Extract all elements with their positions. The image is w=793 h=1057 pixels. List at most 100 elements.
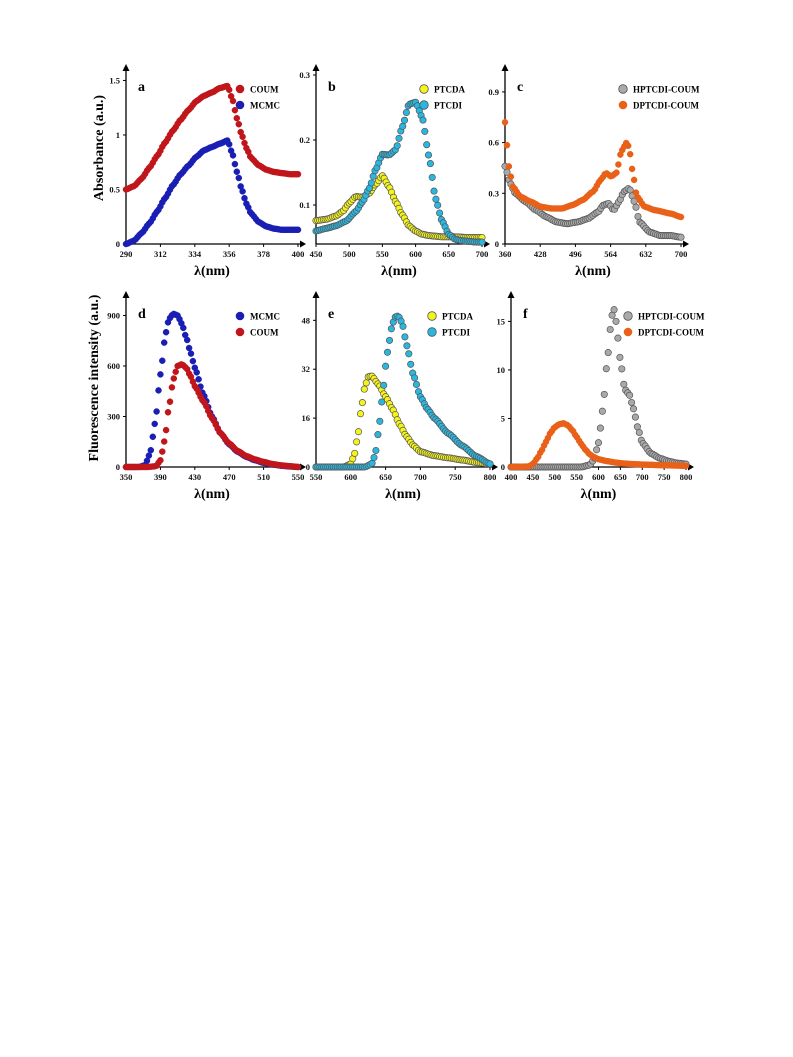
chart-panel-c: 360 428 496 564 632 700 0 0.3 0.6 0.9 λ(nm) c HPTCDI… bbox=[488, 64, 700, 279]
data-point bbox=[149, 433, 157, 441]
legend-label: MCMC bbox=[250, 101, 280, 111]
data-point bbox=[395, 134, 403, 142]
data-point bbox=[372, 446, 380, 455]
data-point bbox=[630, 176, 638, 184]
data-point bbox=[387, 325, 395, 333]
data-point bbox=[507, 173, 515, 180]
data-point bbox=[618, 365, 626, 373]
legend-marker bbox=[235, 311, 245, 321]
data-point bbox=[235, 174, 243, 182]
data-point bbox=[239, 188, 246, 195]
data-point bbox=[368, 459, 376, 467]
x-axis-label: λ(nm) bbox=[575, 264, 611, 279]
data-point bbox=[632, 203, 640, 211]
data-point bbox=[393, 142, 401, 150]
data-point bbox=[294, 170, 302, 178]
legend-marker bbox=[235, 100, 245, 110]
x-tick-label: 700 bbox=[636, 472, 649, 482]
data-point bbox=[231, 106, 239, 114]
data-point bbox=[596, 424, 604, 432]
x-tick-label: 550 bbox=[376, 249, 389, 259]
data-point bbox=[229, 97, 237, 105]
x-tick-label: 700 bbox=[414, 472, 427, 482]
data-point bbox=[411, 374, 419, 382]
data-point bbox=[629, 405, 638, 413]
data-point bbox=[193, 369, 200, 376]
x-axis-arrow bbox=[688, 463, 694, 471]
data-point bbox=[166, 398, 174, 405]
data-point bbox=[594, 439, 603, 447]
x-tick-label: 312 bbox=[154, 249, 167, 259]
y-tick-label: 0 bbox=[306, 462, 310, 472]
data-point bbox=[626, 186, 634, 194]
data-point bbox=[189, 357, 197, 365]
panel-label: a bbox=[138, 80, 145, 95]
data-point bbox=[195, 376, 202, 383]
legend-marker bbox=[235, 84, 245, 94]
data-point bbox=[613, 169, 620, 176]
y-tick-label: 0.9 bbox=[488, 87, 499, 97]
chart-panel-a: 290 312 334 356 378 400 0 0.5 1 1.5 λ(nm) a COUM MCMC bbox=[109, 64, 306, 279]
x-tick-label: 500 bbox=[343, 249, 356, 259]
legend-label: PTCDI bbox=[434, 101, 462, 111]
x-tick-label: 600 bbox=[409, 249, 422, 259]
data-point bbox=[378, 398, 386, 406]
y-tick-label: 0 bbox=[495, 239, 499, 249]
x-axis-label: λ(nm) bbox=[385, 487, 421, 502]
data-point bbox=[612, 317, 620, 325]
data-point bbox=[436, 209, 444, 217]
data-point bbox=[424, 151, 433, 159]
legend-label: COUM bbox=[250, 328, 279, 338]
y-axis-arrow bbox=[312, 64, 320, 71]
data-point bbox=[604, 349, 612, 357]
data-point bbox=[602, 365, 610, 373]
data-point bbox=[426, 160, 434, 168]
data-point bbox=[356, 410, 365, 418]
data-point bbox=[400, 116, 409, 124]
legend-label: COUM bbox=[250, 85, 279, 95]
data-point bbox=[162, 328, 170, 336]
legend-marker bbox=[419, 100, 429, 110]
y-tick-label: 0.3 bbox=[488, 188, 499, 198]
y-axis-arrow bbox=[507, 291, 515, 298]
data-point bbox=[628, 398, 636, 407]
x-tick-label: 430 bbox=[188, 472, 201, 482]
data-point bbox=[610, 306, 618, 314]
panel-label: c bbox=[517, 80, 523, 95]
x-tick-label: 550 bbox=[570, 472, 583, 482]
data-point bbox=[614, 334, 622, 342]
x-tick-label: 500 bbox=[548, 472, 561, 482]
x-tick-label: 700 bbox=[476, 249, 489, 259]
data-point bbox=[241, 194, 248, 202]
data-point bbox=[616, 353, 624, 361]
series-PTCDI bbox=[312, 312, 494, 471]
x-tick-label: 428 bbox=[534, 249, 547, 259]
data-point bbox=[151, 420, 158, 428]
x-tick-label: 356 bbox=[223, 249, 236, 259]
x-tick-label: 400 bbox=[505, 472, 518, 482]
y-axis-arrow bbox=[312, 291, 320, 298]
legend-marker bbox=[427, 311, 437, 321]
x-axis-arrow bbox=[300, 463, 306, 471]
x-tick-label: 450 bbox=[310, 249, 323, 259]
data-point bbox=[421, 127, 429, 135]
x-tick-label: 800 bbox=[680, 472, 693, 482]
series-COUM bbox=[122, 361, 302, 471]
data-point bbox=[294, 463, 302, 471]
y-tick-label: 1 bbox=[116, 130, 120, 140]
data-point bbox=[225, 141, 233, 148]
data-point bbox=[682, 462, 690, 470]
data-point bbox=[358, 399, 366, 407]
data-point bbox=[376, 417, 384, 425]
ylabel-absorbance: Absorbance (a.u.) bbox=[92, 95, 107, 202]
data-point bbox=[598, 407, 606, 415]
series-MCMC bbox=[122, 137, 302, 248]
x-axis-label: λ(nm) bbox=[194, 264, 230, 279]
x-tick-label: 550 bbox=[292, 472, 305, 482]
legend-label: DPTCDI-COUM bbox=[638, 328, 704, 338]
data-point bbox=[628, 165, 636, 173]
data-point bbox=[434, 201, 442, 209]
data-point bbox=[432, 195, 440, 203]
x-tick-label: 496 bbox=[569, 249, 582, 259]
